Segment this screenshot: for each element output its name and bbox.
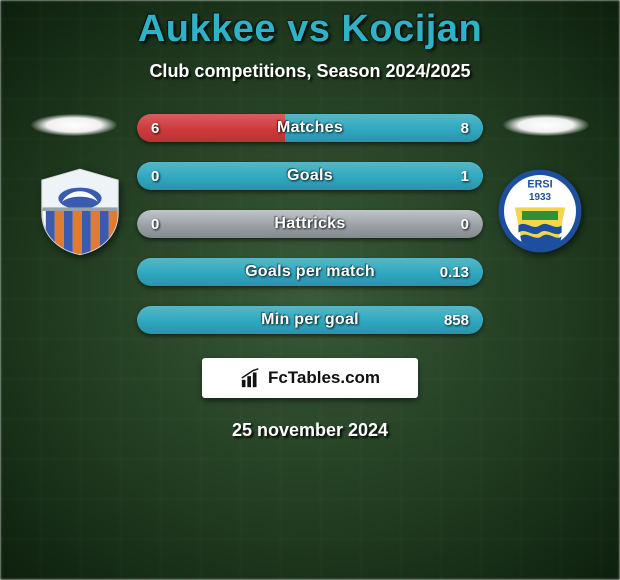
- bars-icon: [240, 367, 262, 389]
- stat-label: Goals per match: [137, 258, 483, 286]
- stat-value-right: 1: [461, 162, 469, 190]
- stat-value-left: 0: [151, 210, 159, 238]
- right-crest-top-text: ERSI: [527, 179, 552, 191]
- stat-label: Min per goal: [137, 306, 483, 334]
- stat-value-right: 858: [444, 306, 469, 334]
- generated-date: 25 november 2024: [232, 420, 388, 441]
- content-root: Aukkee vs Kocijan Club competitions, Sea…: [0, 0, 620, 580]
- stat-value-left: 6: [151, 114, 159, 142]
- left-team-panel: [35, 120, 125, 256]
- stat-label: Hattricks: [137, 210, 483, 238]
- stats-column: Matches68Goals01Hattricks00Goals per mat…: [137, 114, 483, 334]
- stat-value-right: 0.13: [440, 258, 469, 286]
- stat-row: Min per goal858: [137, 306, 483, 334]
- stat-value-right: 0: [461, 210, 469, 238]
- player-silhouette-left: [31, 114, 117, 136]
- stat-value-left: 0: [151, 162, 159, 190]
- stat-value-right: 8: [461, 114, 469, 142]
- stat-row: Goals per match0.13: [137, 258, 483, 286]
- comparison-title: Aukkee vs Kocijan: [138, 8, 482, 51]
- player-silhouette-right: [503, 114, 589, 136]
- middle-row: Matches68Goals01Hattricks00Goals per mat…: [0, 120, 620, 334]
- brand-text: FcTables.com: [268, 368, 380, 388]
- right-team-panel: ERSI 1933: [495, 120, 585, 256]
- stat-row: Hattricks0 0: [137, 210, 483, 238]
- stat-label: Matches: [137, 114, 483, 142]
- left-team-crest: [35, 166, 125, 256]
- stat-row: Goals0 1: [137, 162, 483, 190]
- right-crest-year: 1933: [529, 192, 551, 203]
- comparison-subtitle: Club competitions, Season 2024/2025: [149, 61, 470, 82]
- stat-row: Matches6 8: [137, 114, 483, 142]
- stat-label: Goals: [137, 162, 483, 190]
- right-team-crest: ERSI 1933: [495, 166, 585, 256]
- brand-link[interactable]: FcTables.com: [202, 358, 418, 398]
